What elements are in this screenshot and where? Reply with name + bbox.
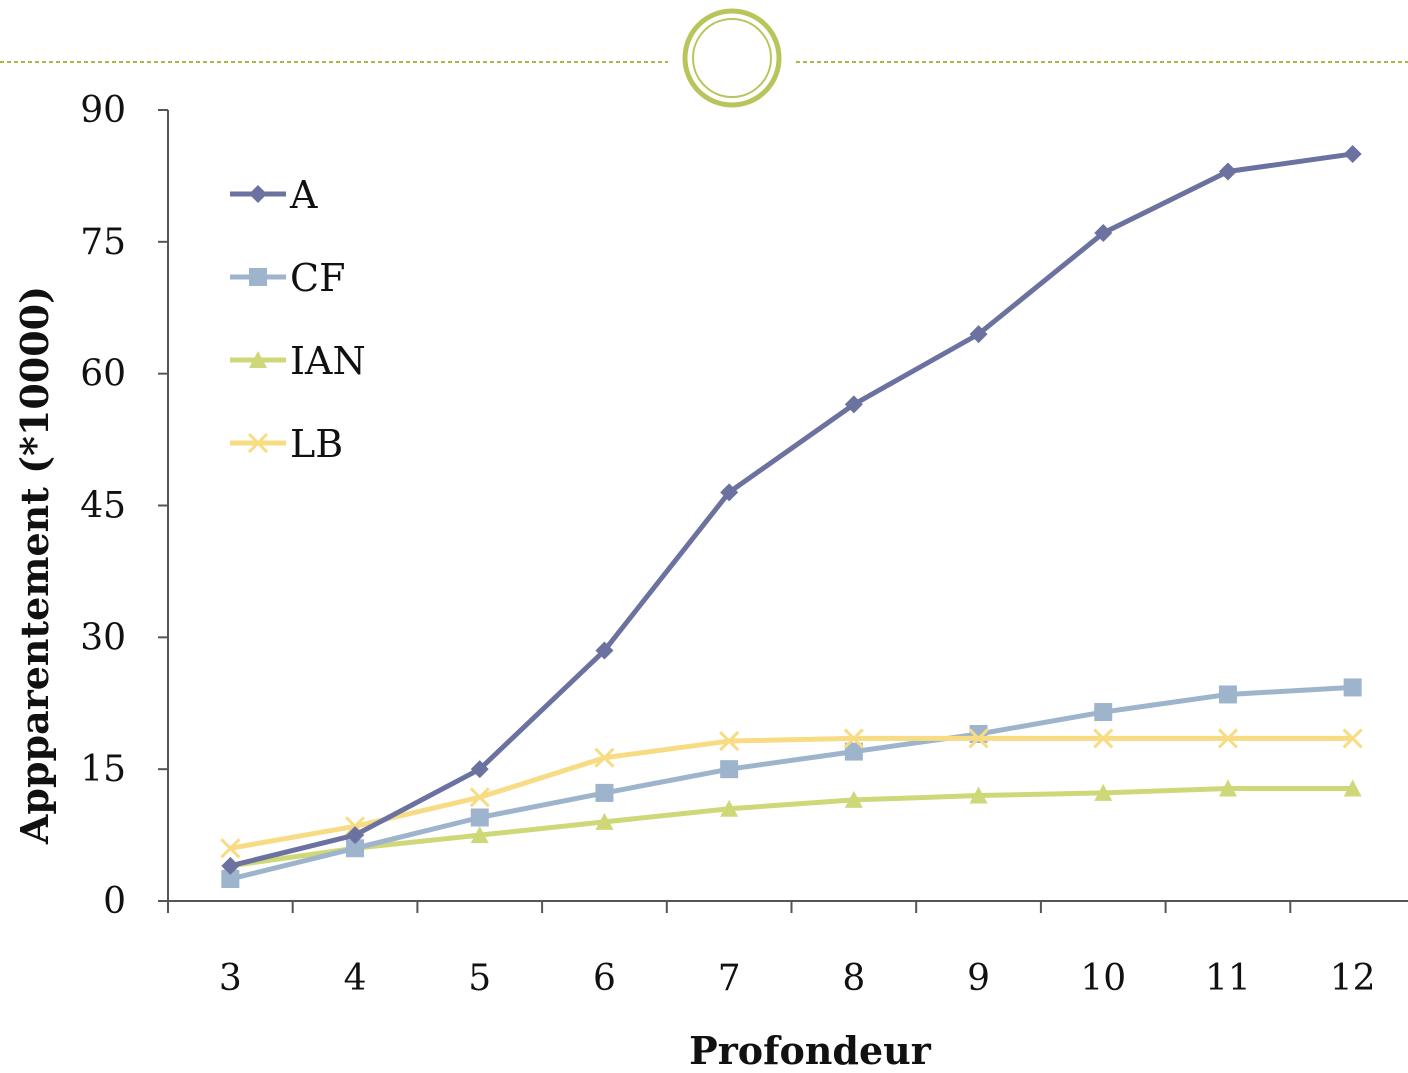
data-point xyxy=(1094,703,1113,722)
data-point xyxy=(844,395,863,414)
x-ticks: 3 4 5 6 7 8 9 10 11 12 xyxy=(167,901,1376,999)
y-tick-label: 90 xyxy=(80,90,126,131)
data-point xyxy=(469,787,490,808)
data-point xyxy=(844,790,863,808)
data-point xyxy=(1218,685,1237,704)
y-tick-label: 45 xyxy=(80,486,126,527)
data-point xyxy=(1217,728,1239,749)
legend-marker xyxy=(249,185,267,203)
legend-item: LB xyxy=(230,422,343,466)
legend-item: CF xyxy=(230,256,345,300)
legend: A CF IAN LB xyxy=(230,173,366,466)
y-tick-label: 0 xyxy=(103,881,126,922)
legend-label: LB xyxy=(290,422,343,466)
series-ian xyxy=(221,779,1362,874)
y-axis-title: Appparentement (*10000) xyxy=(12,286,57,845)
legend-label: A xyxy=(289,173,318,217)
y-tick-label: 30 xyxy=(80,617,126,658)
data-point xyxy=(1218,162,1237,181)
header-ring-inner xyxy=(692,18,772,98)
series-line xyxy=(229,151,1353,869)
x-tick-label: 4 xyxy=(344,958,367,999)
data-point xyxy=(720,760,739,779)
x-tick-label: 12 xyxy=(1330,958,1376,999)
x-tick-label: 3 xyxy=(219,958,242,999)
x-axis-title: Profondeur xyxy=(689,1028,932,1073)
data-point xyxy=(843,728,864,749)
data-point xyxy=(720,799,739,817)
data-point xyxy=(969,325,988,344)
x-tick-label: 10 xyxy=(1080,958,1126,999)
series-a xyxy=(221,144,1362,875)
legend-label: CF xyxy=(290,256,345,300)
data-point xyxy=(470,808,489,827)
data-point xyxy=(595,812,614,830)
data-point xyxy=(968,728,989,749)
series-cf xyxy=(221,678,1362,889)
x-tick-label: 8 xyxy=(842,958,865,999)
data-point xyxy=(844,742,863,761)
data-point xyxy=(221,870,240,889)
legend-label: IAN xyxy=(290,339,366,383)
data-point xyxy=(720,483,739,502)
data-point xyxy=(220,838,241,859)
series-line xyxy=(229,684,1353,882)
data-point xyxy=(346,826,365,845)
y-tick-label: 60 xyxy=(80,354,126,395)
legend-marker xyxy=(249,268,267,286)
data-point xyxy=(1094,224,1113,243)
x-tick-label: 7 xyxy=(718,958,741,999)
data-point xyxy=(595,783,614,802)
y-ticks: 0 15 30 45 60 75 90 xyxy=(80,90,168,922)
series-layer xyxy=(220,144,1363,889)
legend-marker xyxy=(247,432,269,454)
data-point xyxy=(1343,678,1362,697)
series-line xyxy=(230,786,1353,869)
x-tick-label: 6 xyxy=(593,958,616,999)
data-point xyxy=(470,760,489,779)
data-point xyxy=(221,856,240,875)
series-line xyxy=(229,735,1353,851)
series-lb xyxy=(220,728,1363,859)
data-point xyxy=(719,730,740,752)
data-point xyxy=(594,747,615,768)
data-point xyxy=(595,641,614,660)
data-point xyxy=(346,839,365,858)
legend-marker xyxy=(249,351,267,368)
data-point xyxy=(1094,783,1113,801)
data-point xyxy=(1342,728,1363,749)
header-ring-outer xyxy=(682,8,782,108)
data-point xyxy=(1093,728,1114,749)
data-point xyxy=(470,826,489,844)
x-tick-label: 11 xyxy=(1205,958,1251,999)
legend-item: A xyxy=(230,173,318,217)
legend-item: IAN xyxy=(230,339,366,383)
data-point xyxy=(1218,779,1237,797)
y-tick-label: 15 xyxy=(80,749,126,790)
y-tick-label: 75 xyxy=(80,222,126,263)
x-tick-label: 5 xyxy=(468,958,491,999)
data-point xyxy=(1343,779,1362,797)
data-point xyxy=(1343,144,1362,163)
x-tick-label: 9 xyxy=(967,958,990,999)
data-point xyxy=(969,786,988,804)
